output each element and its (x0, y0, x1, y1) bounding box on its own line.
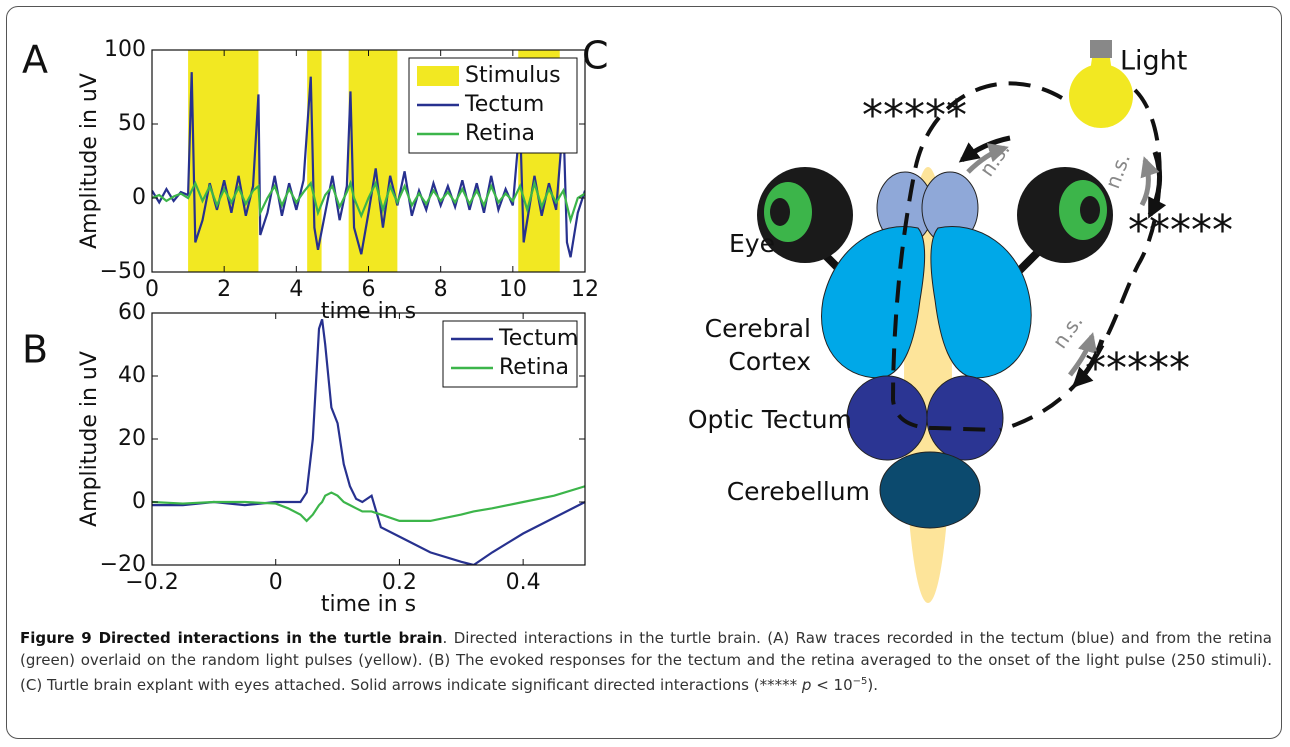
y-axis-label: Amplitude in uV (77, 73, 102, 249)
ns-label: n.s. (974, 138, 1014, 181)
x-tick-label: 6 (362, 277, 376, 302)
cerebral-hemisphere (930, 226, 1032, 379)
x-tick-label: 0 (145, 277, 159, 302)
y-tick-label: 60 (118, 300, 146, 325)
panel-label: A (22, 38, 48, 82)
y-tick-label: 100 (104, 37, 146, 62)
ns-label: n.s. (1047, 310, 1087, 353)
ns-arrow (966, 143, 1009, 174)
caption-exponent: −5 (852, 676, 868, 687)
y-tick-label: −20 (100, 552, 146, 577)
optic-tectum (846, 375, 928, 461)
legend-label: Stimulus (465, 63, 561, 88)
y-tick-label: 50 (118, 111, 146, 136)
x-tick-label: 10 (499, 277, 527, 302)
y-tick-label: 0 (132, 489, 146, 514)
cortex-label: Cortex (728, 347, 811, 376)
x-tick-label: −0.2 (125, 570, 178, 595)
significance-stars: ***** (1085, 344, 1190, 393)
figure: A B C Light Eye Cerebr (22, 34, 1233, 618)
x-tick-label: 4 (289, 277, 303, 302)
cortex-label: Cerebral (705, 314, 811, 343)
trace (152, 485, 585, 523)
ns-arrow (1139, 156, 1160, 207)
tectum-label: Optic Tectum (688, 405, 852, 434)
cerebellum-label: Cerebellum (727, 477, 870, 506)
y-tick-label: 40 (118, 363, 146, 388)
panel-label: B (22, 328, 48, 372)
panel-label: C (582, 34, 609, 78)
light-bulb (1069, 64, 1133, 128)
trace (152, 179, 585, 225)
legend-swatch (417, 66, 459, 86)
x-tick-label: 12 (571, 277, 599, 302)
dashed-path (890, 81, 1064, 432)
legend-label: Retina (499, 355, 569, 380)
optic-tectum (926, 375, 1004, 461)
caption-end: ). (867, 676, 879, 694)
caption: Figure 9 Directed interactions in the tu… (20, 627, 1272, 696)
significant-arrow (958, 135, 1011, 163)
caption-base: 10 (833, 676, 853, 694)
caption-lt: < (816, 676, 829, 694)
stimulus-span (188, 50, 259, 272)
significance-stars: ***** (1128, 206, 1233, 255)
eye-label: Eye (729, 229, 775, 258)
x-tick-label: 8 (434, 277, 448, 302)
brain-diagram: Light Eye Cerebral Cortex Optic Tectum C… (688, 40, 1233, 603)
significant-arrow (1072, 339, 1105, 388)
x-axis-label: time in s (321, 592, 416, 617)
x-tick-label: 0 (269, 570, 283, 595)
trace (152, 318, 585, 565)
x-tick-label: 2 (217, 277, 231, 302)
light-label: Light (1120, 46, 1187, 77)
ns-label: n.s. (1100, 150, 1135, 192)
caption-body: . Directed interactions in the turtle br… (20, 629, 1272, 694)
legend-box (442, 320, 578, 388)
caption-title: Figure 9 Directed interactions in the tu… (20, 629, 443, 647)
chart: −0.2 0 0.2 0.4 −20 0 20 40 60 time in s Amplitude … (77, 300, 586, 617)
bulb-socket (1090, 40, 1112, 58)
x-tick-label: 0.2 (382, 570, 417, 595)
legend-label: Tectum (464, 92, 544, 117)
caption-p: p (801, 676, 812, 694)
x-tick-label: 0.4 (506, 570, 541, 595)
legend-label: Tectum (498, 326, 578, 351)
y-axis-label: Amplitude in uV (77, 351, 102, 527)
y-tick-label: −50 (100, 259, 146, 284)
figure-frame (6, 6, 1282, 739)
significance-stars: ***** (862, 91, 967, 140)
y-tick-label: 20 (118, 426, 146, 451)
ns-arrow (1068, 332, 1098, 377)
dashed-path (999, 88, 1162, 432)
cerebellum (879, 451, 981, 529)
eye-pupil (1080, 196, 1100, 224)
legend-label: Retina (465, 121, 535, 146)
eye-pupil (770, 198, 790, 226)
y-tick-label: 0 (132, 185, 146, 210)
x-axis-label: time in s (321, 299, 416, 324)
